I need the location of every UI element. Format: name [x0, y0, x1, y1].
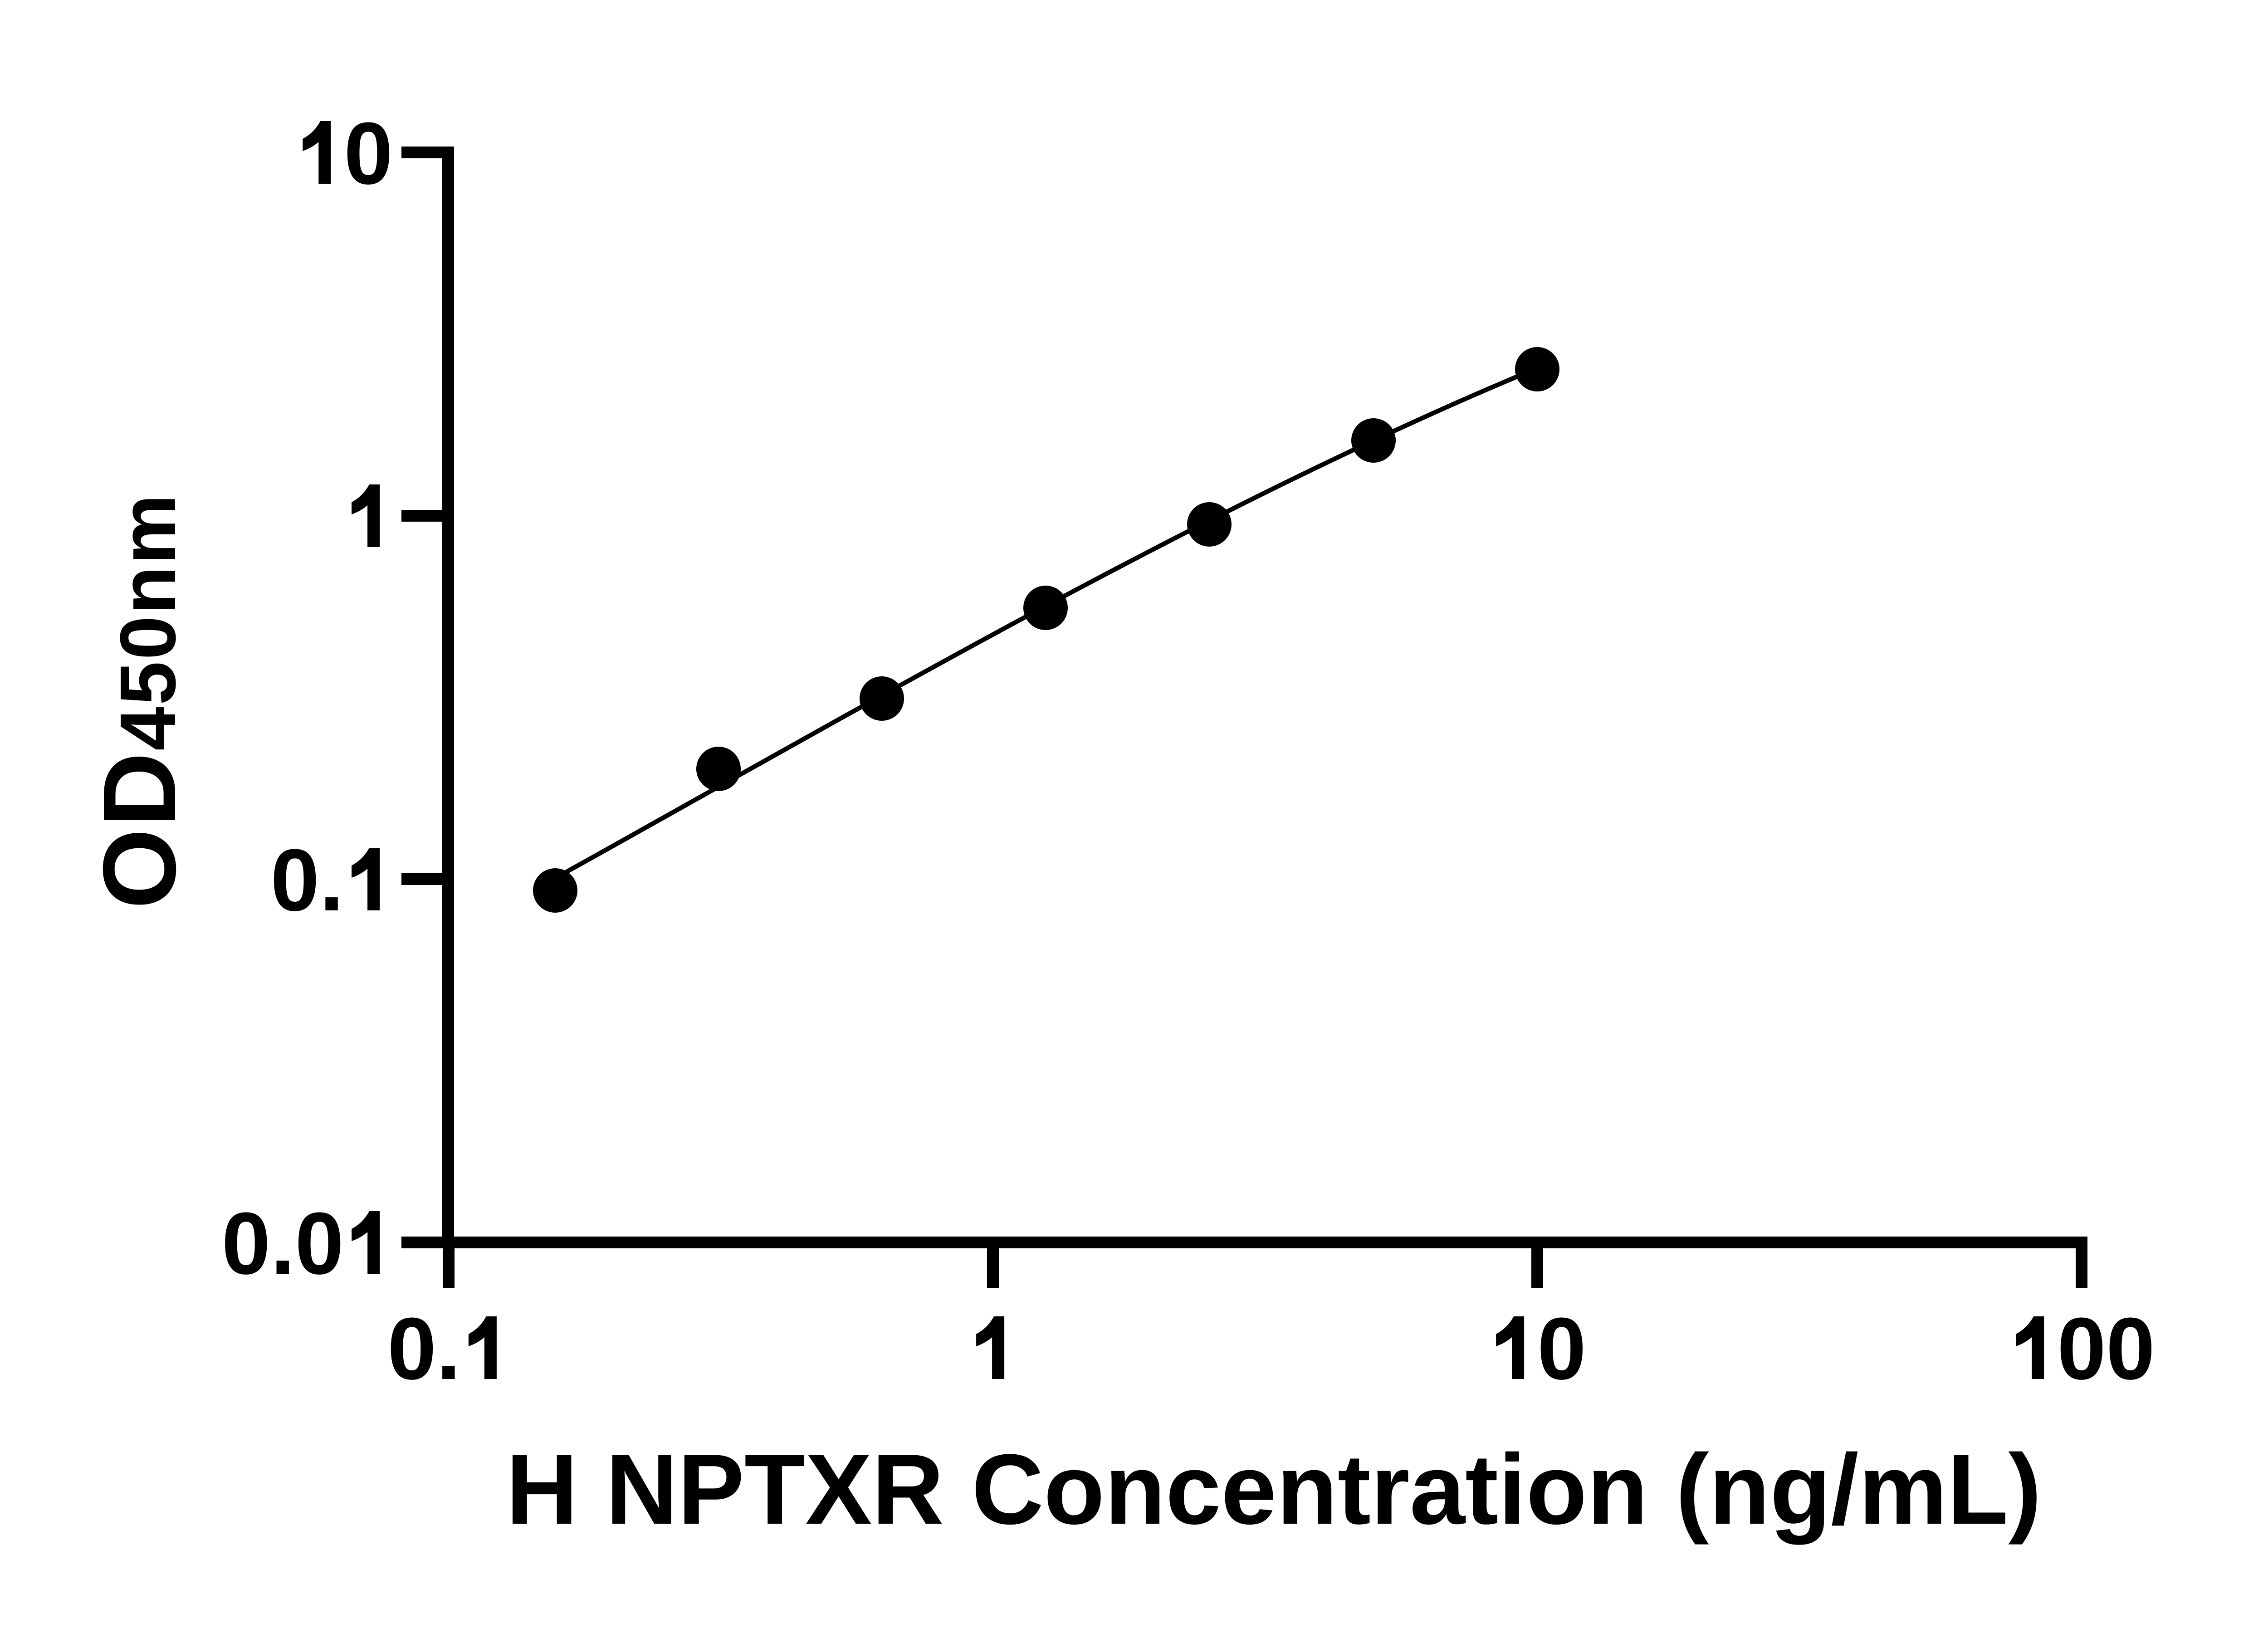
svg-text:0.0: 0.0 — [222, 1194, 344, 1293]
svg-text:OD450nm: OD450nm — [82, 493, 197, 909]
svg-text:H NPTXR Concentration (ng/mL): H NPTXR Concentration (ng/mL) — [506, 1433, 2041, 1545]
svg-text:00: 00 — [2057, 1300, 2155, 1398]
svg-text:0.: 0. — [387, 1300, 461, 1398]
svg-text:0: 0 — [1537, 1300, 1586, 1398]
svg-text:0: 0 — [344, 104, 393, 203]
svg-text:0.: 0. — [270, 831, 344, 929]
